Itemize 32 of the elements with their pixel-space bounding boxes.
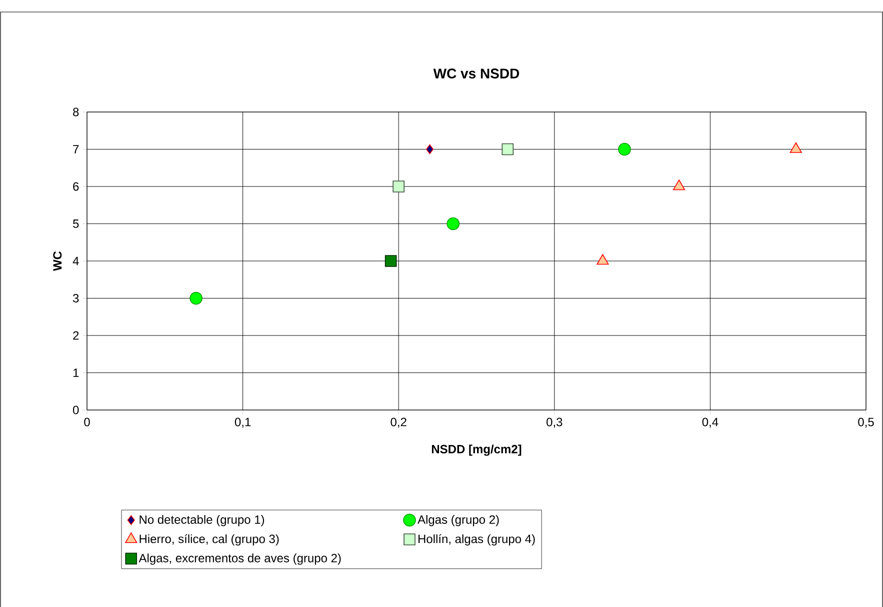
legend-label: No detectable (grupo 1): [140, 515, 264, 526]
y-tick-label: 3: [72, 294, 79, 302]
point: [618, 142, 631, 156]
y-axis-title: WC: [53, 251, 62, 271]
x-tick-label: 0: [84, 418, 90, 426]
y-tick-label: 8: [73, 108, 79, 116]
x-tick-label: 0,3: [546, 418, 562, 428]
x-tick-label: 0,1: [234, 418, 251, 428]
point: [426, 144, 434, 154]
legend-label: Hollín, algas (grupo 4): [418, 534, 535, 546]
legend-label: Algas (grupo 2): [418, 515, 499, 526]
point: [502, 143, 514, 156]
legend-label: Hierro, sílice, cal (grupo 3): [140, 534, 279, 546]
y-tick-label: 2: [73, 331, 79, 340]
x-tick-label: 0,5: [858, 418, 874, 428]
x-tick-label: 0,4: [702, 418, 718, 428]
x-tick-label: 0,2: [390, 418, 406, 428]
legend-label: Algas, excrementos de aves (grupo 2): [138, 554, 341, 565]
y-tick-label: 0: [73, 406, 79, 414]
point: [596, 254, 609, 265]
x-axis-title: NSDD [mg/cm2]: [432, 444, 522, 456]
y-tick-label: 6: [73, 182, 79, 191]
chart-title: WC vs NSDD: [433, 68, 520, 78]
point: [446, 217, 460, 230]
y-tick-label: 5: [73, 220, 79, 228]
y-tick-label: 7: [73, 145, 79, 154]
y-tick-label: 1: [73, 368, 79, 377]
y-tick-label: 4: [72, 256, 79, 266]
point: [673, 180, 686, 190]
point: [190, 292, 202, 305]
point: [392, 180, 405, 192]
point: [384, 255, 397, 267]
